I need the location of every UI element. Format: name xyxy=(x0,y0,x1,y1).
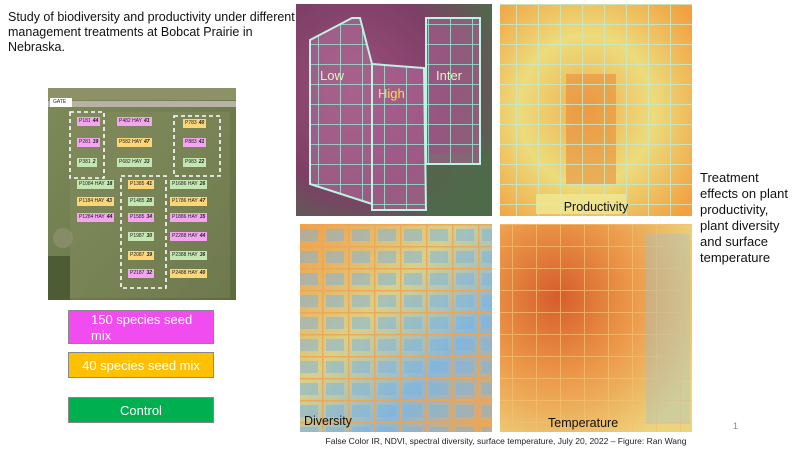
plot: P2288 HAY 44 xyxy=(170,232,208,241)
plot: P181 44 xyxy=(77,117,101,126)
site-map: GATE P181 44 P281 39 P381 2 P482 HAY 41 P582… xyxy=(48,88,236,300)
plot-score: 47 xyxy=(199,198,206,204)
plot-id: P883 xyxy=(185,139,197,145)
plot: P1084 HAY 18 xyxy=(77,180,115,189)
plot-id: P381 xyxy=(79,159,91,165)
plot: P482 HAY 41 xyxy=(117,117,152,126)
plot-score: 40 xyxy=(198,120,205,126)
plot-id: P181 xyxy=(79,118,91,124)
plot-score: 43 xyxy=(106,198,112,204)
plot-id: P2388 HAY xyxy=(172,252,198,258)
plot: P281 39 xyxy=(77,138,101,147)
plot-score: 34 xyxy=(146,214,153,220)
plot: P1987 30 xyxy=(128,232,155,241)
plot-score: 44 xyxy=(92,118,99,124)
treatment-label: Inter xyxy=(436,68,463,83)
plot: P1485 28 xyxy=(128,197,155,206)
legend-item: 40 species seed mix xyxy=(68,352,214,378)
plot-id: P983 xyxy=(185,159,197,165)
plot: P2087 39 xyxy=(128,251,155,260)
plot-score: 26 xyxy=(199,181,206,187)
plot-id: P783 xyxy=(185,120,197,126)
plot-score: 47 xyxy=(143,139,150,145)
plot-score: 44 xyxy=(106,214,113,220)
plot-id: P2288 HAY xyxy=(172,233,198,239)
plot-score: 36 xyxy=(199,252,206,258)
plot: P1184 HAY 43 xyxy=(77,197,114,206)
plot: P2388 HAY 36 xyxy=(170,251,208,260)
plot: P2488 HAY 40 xyxy=(170,269,208,278)
slide-title: Study of biodiversity and productivity u… xyxy=(8,10,295,54)
page-number: 1 xyxy=(733,421,739,431)
plot-id: P2187 xyxy=(130,270,145,276)
plot-id: P1385 xyxy=(130,181,145,187)
plot-score: 28 xyxy=(146,198,153,204)
plot-score: 33 xyxy=(143,159,150,165)
plot-score: 41 xyxy=(143,118,150,124)
plot-score: 32 xyxy=(146,270,153,276)
plot: P582 HAY 47 xyxy=(117,138,152,147)
plot-id: P1786 HAY xyxy=(172,198,198,204)
panel-label: Productivity xyxy=(564,200,629,214)
panel-label: Temperature xyxy=(548,416,618,430)
plot-id: P1485 xyxy=(130,198,145,204)
plot: P1686 HAY 26 xyxy=(170,180,208,189)
plot: P682 HAY 33 xyxy=(117,158,152,167)
plot-id: P1686 HAY xyxy=(172,181,198,187)
plot-score: 22 xyxy=(198,159,205,165)
plot: P1385 41 xyxy=(128,180,155,189)
plot-id: P1084 HAY xyxy=(79,181,105,187)
plot-id: P1585 xyxy=(130,214,145,220)
plot: P883 41 xyxy=(183,138,207,147)
panel-label: Diversity xyxy=(304,414,353,428)
plot-score: 39 xyxy=(146,252,153,258)
plot-id: P281 xyxy=(79,139,91,145)
plot: P983 22 xyxy=(183,158,207,167)
treatment-label: High xyxy=(378,86,405,101)
plot-id: P1886 HAY xyxy=(172,214,198,220)
plot-id: P582 HAY xyxy=(119,139,142,145)
legend-item: Control xyxy=(68,397,214,423)
plot-score: 18 xyxy=(106,181,113,187)
caption: False Color IR, NDVI, spectral diversity… xyxy=(325,436,687,446)
gate-label: GATE xyxy=(53,99,67,105)
plot-id: P2087 xyxy=(130,252,145,258)
plot-score: 39 xyxy=(92,139,99,145)
plot-id: P1184 HAY xyxy=(79,198,105,204)
treatment-label: Low xyxy=(320,68,344,83)
plot-id: P2488 HAY xyxy=(172,270,198,276)
side-text: Treatment effects on plant productivity,… xyxy=(700,170,788,265)
plot: P783 40 xyxy=(183,119,207,128)
plot: P1886 HAY 35 xyxy=(170,213,208,222)
plot-score: 41 xyxy=(198,139,205,145)
plot-score: 35 xyxy=(199,214,206,220)
plot: P1585 34 xyxy=(128,213,155,222)
plot-id: P1987 xyxy=(130,233,145,239)
plot-id: P482 HAY xyxy=(119,118,142,124)
plot: P381 2 xyxy=(77,158,98,167)
plot-score: 44 xyxy=(199,233,206,239)
plot-score: 30 xyxy=(146,233,153,239)
plot: P1284 HAY 44 xyxy=(77,213,115,222)
plot-score: 41 xyxy=(146,181,153,187)
legend-item: 150 species seed mix xyxy=(68,310,214,344)
plot: P2187 32 xyxy=(128,269,155,278)
plot: P1786 HAY 47 xyxy=(170,197,208,206)
plot-id: P682 HAY xyxy=(119,159,142,165)
plot-score: 2 xyxy=(92,159,96,165)
plot-score: 40 xyxy=(199,270,206,276)
image-panels: Low High Inter Productivity Diversity Te… xyxy=(296,4,692,432)
plot-id: P1284 HAY xyxy=(79,214,105,220)
